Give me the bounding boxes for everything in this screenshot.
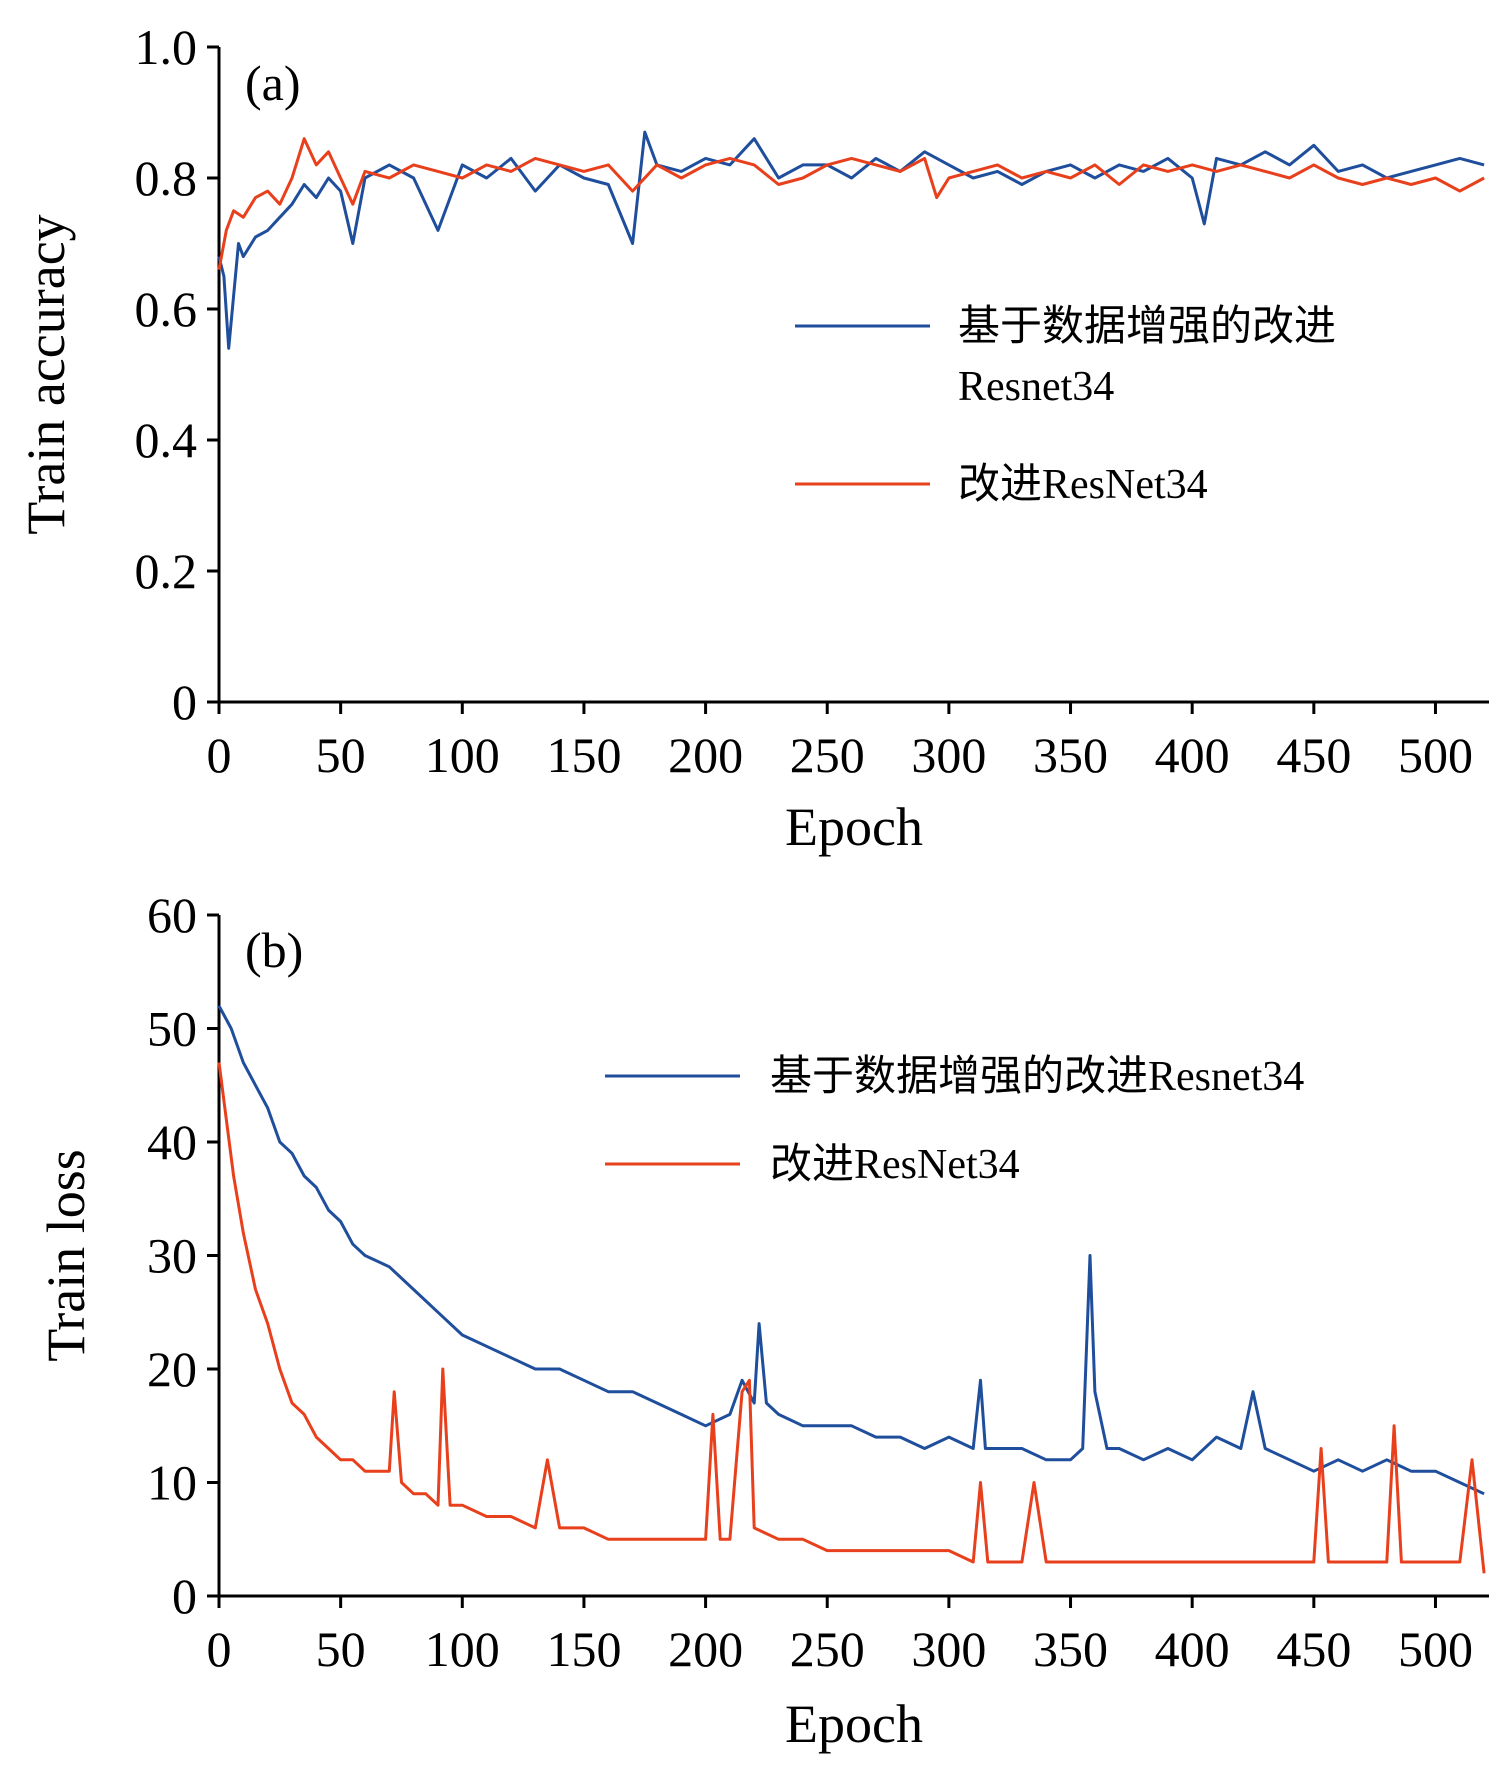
y-tick-label: 0.4 [135,412,198,468]
x-tick-label: 350 [1033,727,1108,783]
x-tick-label: 250 [790,1621,865,1677]
y-tick-label: 0.8 [135,150,198,206]
x-tick-label: 200 [668,1621,743,1677]
legend-label: 改进ResNet34 [770,1142,1020,1188]
series-line-1 [217,1062,1486,1574]
x-axis-title: Epoch [785,797,923,857]
panel-b-loss-chart: 0 10 20 30 40 50 60 0 50 100 150 200 250 300 350 400 450… [36,887,1489,1754]
series-line-1 [217,137,1485,270]
x-tick-label: 150 [546,727,621,783]
x-tick-label: 250 [790,727,865,783]
y-tick-label: 20 [147,1341,197,1397]
y-tick-label: 50 [147,1001,197,1057]
y-tick-label: 0 [172,1568,197,1624]
y-tick-label: 60 [147,887,197,943]
x-tick-label: 100 [425,727,500,783]
x-tick-label: 50 [316,1621,366,1677]
legend-label: 基于数据增强的改进Resnet34 [770,1054,1304,1100]
y-tick-label: 0 [172,674,197,730]
x-tick-label: 0 [207,1621,232,1677]
x-tick-label: 450 [1276,727,1351,783]
x-tick-label: 400 [1155,1621,1230,1677]
x-tick-label: 500 [1398,727,1473,783]
y-axis-title: Train loss [36,1149,96,1362]
y-tick-label: 0.6 [135,281,198,337]
y-tick-label: 0.2 [135,543,198,599]
x-tick-label: 450 [1276,1621,1351,1677]
panel-label: (a) [245,55,301,111]
x-tick-label: 500 [1398,1621,1473,1677]
x-tick-label: 400 [1155,727,1230,783]
legend-label: 改进ResNet34 [958,462,1208,508]
x-tick-label: 200 [668,727,743,783]
x-tick-label: 300 [911,1621,986,1677]
y-tick-label: 30 [147,1228,197,1284]
x-tick-label: 350 [1033,1621,1108,1677]
y-tick-label: 40 [147,1114,197,1170]
x-tick-label: 0 [207,727,232,783]
y-tick-label: 10 [147,1455,197,1511]
x-tick-label: 150 [546,1621,621,1677]
series-line-0 [217,130,1485,350]
legend-label: 基于数据增强的改进 [958,304,1336,350]
legend-label: Resnet34 [958,364,1114,410]
panel-a-accuracy-chart: 0 0.2 0.4 0.6 0.8 1.0 0 50 100 150 200 250 300 350 400… [16,19,1489,857]
y-axis-title: Train accuracy [16,214,76,534]
y-tick-label: 1.0 [135,19,198,75]
x-tick-label: 300 [911,727,986,783]
x-tick-label: 50 [316,727,366,783]
panel-label: (b) [245,922,303,978]
x-axis-title: Epoch [785,1694,923,1754]
series-line-0 [217,1005,1485,1496]
x-tick-label: 100 [425,1621,500,1677]
